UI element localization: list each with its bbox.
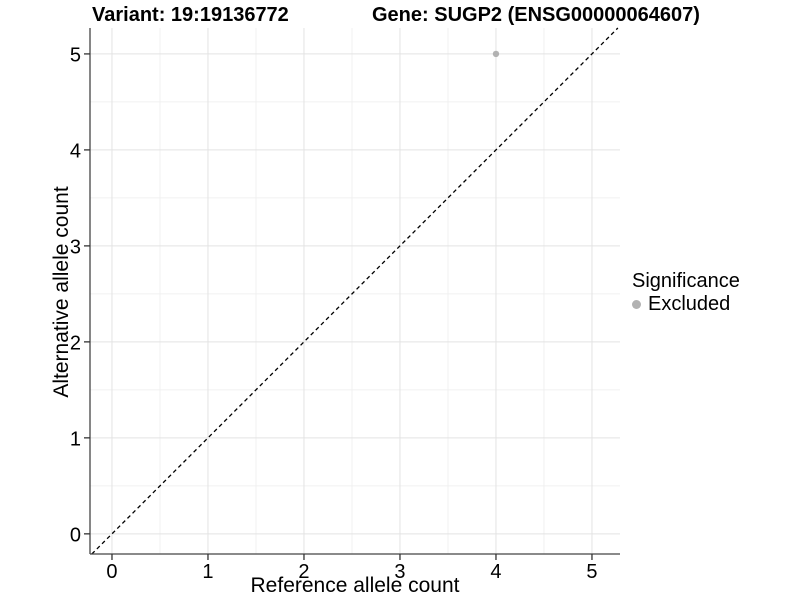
- x-tick-labels: 0 1 2 3 4 5: [106, 561, 597, 583]
- y-axis-title: Alternative allele count: [50, 186, 73, 397]
- axis-tick-marks: [84, 53, 593, 560]
- axis-lines: [89, 28, 620, 555]
- plot-title-variant: Variant: 19:19136772: [92, 4, 289, 26]
- identity-dashed-line: [91, 27, 619, 555]
- y-tick-labels: 0 1 2 3 4 5: [70, 44, 81, 546]
- y-tick-label: 4: [70, 140, 81, 162]
- x-tick-label: 3: [394, 561, 405, 583]
- data-points: [492, 50, 500, 58]
- scatter-point: [492, 50, 500, 58]
- x-tick-label: 0: [106, 561, 117, 583]
- y-tick-label: 1: [70, 428, 81, 450]
- x-tick-label: 2: [298, 561, 309, 583]
- legend: Significance Excluded: [632, 270, 740, 315]
- y-tick-label: 2: [70, 332, 81, 354]
- x-tick-label: 4: [490, 561, 501, 583]
- legend-point-icon: [632, 299, 641, 309]
- x-tick-label: 1: [202, 561, 213, 583]
- grid-major-lines: [90, 28, 620, 554]
- y-tick-label: 5: [70, 44, 81, 66]
- plot-title-gene: Gene: SUGP2 (ENSG00000064607): [372, 4, 700, 26]
- legend-title: Significance: [632, 270, 740, 292]
- y-tick-label: 3: [70, 236, 81, 258]
- grid-minor-lines: [90, 28, 620, 554]
- x-tick-label: 5: [586, 561, 597, 583]
- y-tick-label: 0: [70, 524, 81, 546]
- legend-entry-label: Excluded: [648, 293, 731, 315]
- identity-line-segment: [91, 27, 619, 555]
- legend-entry: Excluded: [632, 293, 740, 315]
- x-axis-title: Reference allele count: [251, 574, 460, 597]
